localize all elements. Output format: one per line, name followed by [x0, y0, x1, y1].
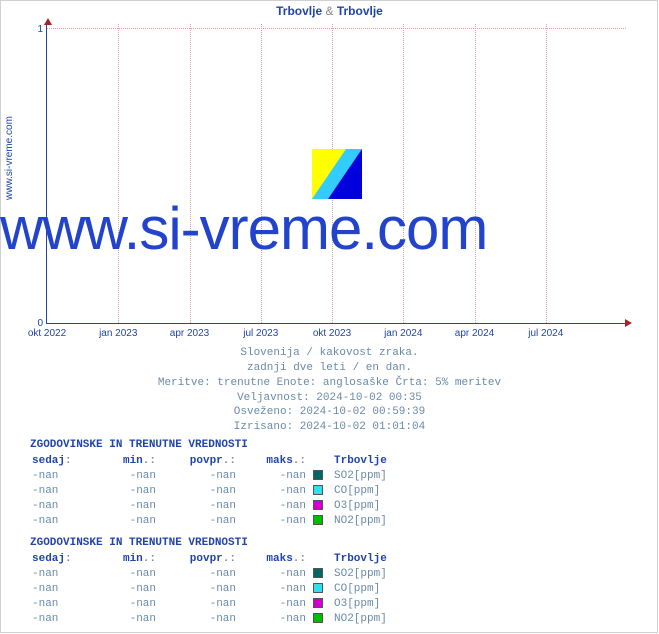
meta-line-5: Osveženo: 2024-10-02 00:59:39 — [0, 405, 659, 420]
title-ampersand: & — [325, 4, 333, 18]
data-table-1: ZGODOVINSKE IN TRENUTNE VREDNOSTIsedaj:m… — [30, 438, 450, 529]
x-gridline — [403, 24, 404, 323]
x-tick-label: jul 2024 — [528, 328, 563, 339]
table-title: ZGODOVINSKE IN TRENUTNE VREDNOSTI — [30, 438, 450, 453]
y-gridline — [47, 28, 626, 29]
table-row: -nan-nan-nan-nanCO[ppm] — [30, 582, 450, 597]
data-table-2: ZGODOVINSKE IN TRENUTNE VREDNOSTIsedaj:m… — [30, 536, 450, 627]
legend-label: SO2[ppm] — [330, 469, 450, 484]
x-tick-label: jan 2024 — [384, 328, 422, 339]
legend-swatch-icon — [313, 485, 323, 495]
legend-swatch-icon — [313, 500, 323, 510]
meta-line-2: zadnji dve leti / en dan. — [0, 361, 659, 376]
table-row: -nan-nan-nan-nanSO2[ppm] — [30, 567, 450, 582]
legend-label: NO2[ppm] — [330, 514, 450, 529]
table-row: -nan-nan-nan-nanNO2[ppm] — [30, 612, 450, 627]
site-link-vertical[interactable]: www.si-vreme.com — [4, 116, 15, 200]
chart-plot-area: 01 okt 2022jan 2023apr 2023jul 2023okt 2… — [46, 24, 626, 324]
x-tick-label: okt 2023 — [313, 328, 351, 339]
table-row: -nan-nan-nan-nanO3[ppm] — [30, 597, 450, 612]
legend-label: O3[ppm] — [330, 499, 450, 514]
legend-swatch-icon — [313, 470, 323, 480]
x-tick-label: apr 2023 — [170, 328, 209, 339]
x-gridline — [546, 24, 547, 323]
chart-title: Trbovlje & Trbovlje — [0, 4, 659, 18]
table-header-row: sedaj:min.:povpr.:maks.:Trbovlje — [30, 552, 450, 567]
legend-swatch-icon — [313, 613, 323, 623]
table-row: -nan-nan-nan-nanNO2[ppm] — [30, 514, 450, 529]
meta-line-3: Meritve: trenutne Enote: anglosaške Črta… — [0, 376, 659, 391]
x-tick-label: jul 2023 — [243, 328, 278, 339]
title-left: Trbovlje — [276, 4, 322, 18]
legend-label: CO[ppm] — [330, 582, 450, 597]
x-tick-label: jan 2023 — [99, 328, 137, 339]
meta-line-6: Izrisano: 2024-10-02 01:01:04 — [0, 420, 659, 435]
center-logo-icon — [312, 149, 362, 199]
legend-label: CO[ppm] — [330, 484, 450, 499]
legend-label: NO2[ppm] — [330, 612, 450, 627]
x-gridline — [475, 24, 476, 323]
x-gridline — [190, 24, 191, 323]
table-row: -nan-nan-nan-nanCO[ppm] — [30, 484, 450, 499]
x-tick-label: apr 2024 — [455, 328, 494, 339]
y-axis-arrow-icon — [44, 18, 52, 25]
legend-label: O3[ppm] — [330, 597, 450, 612]
title-right: Trbovlje — [337, 4, 383, 18]
meta-line-1: Slovenija / kakovost zraka. — [0, 346, 659, 361]
table-title: ZGODOVINSKE IN TRENUTNE VREDNOSTI — [30, 536, 450, 551]
meta-line-4: Veljavnost: 2024-10-02 00:35 — [0, 391, 659, 406]
x-tick-label: okt 2022 — [28, 328, 66, 339]
legend-swatch-icon — [313, 515, 323, 525]
chart-metadata: Slovenija / kakovost zraka. zadnji dve l… — [0, 346, 659, 435]
table-header-row: sedaj:min.:povpr.:maks.:Trbovlje — [30, 454, 450, 469]
legend-swatch-icon — [313, 568, 323, 578]
x-gridline — [118, 24, 119, 323]
table-row: -nan-nan-nan-nanSO2[ppm] — [30, 469, 450, 484]
legend-swatch-icon — [313, 598, 323, 608]
y-tick-label: 1 — [29, 24, 43, 35]
legend-swatch-icon — [313, 583, 323, 593]
x-axis-arrow-icon — [625, 319, 632, 327]
legend-label: SO2[ppm] — [330, 567, 450, 582]
x-gridline — [261, 24, 262, 323]
table-row: -nan-nan-nan-nanO3[ppm] — [30, 499, 450, 514]
